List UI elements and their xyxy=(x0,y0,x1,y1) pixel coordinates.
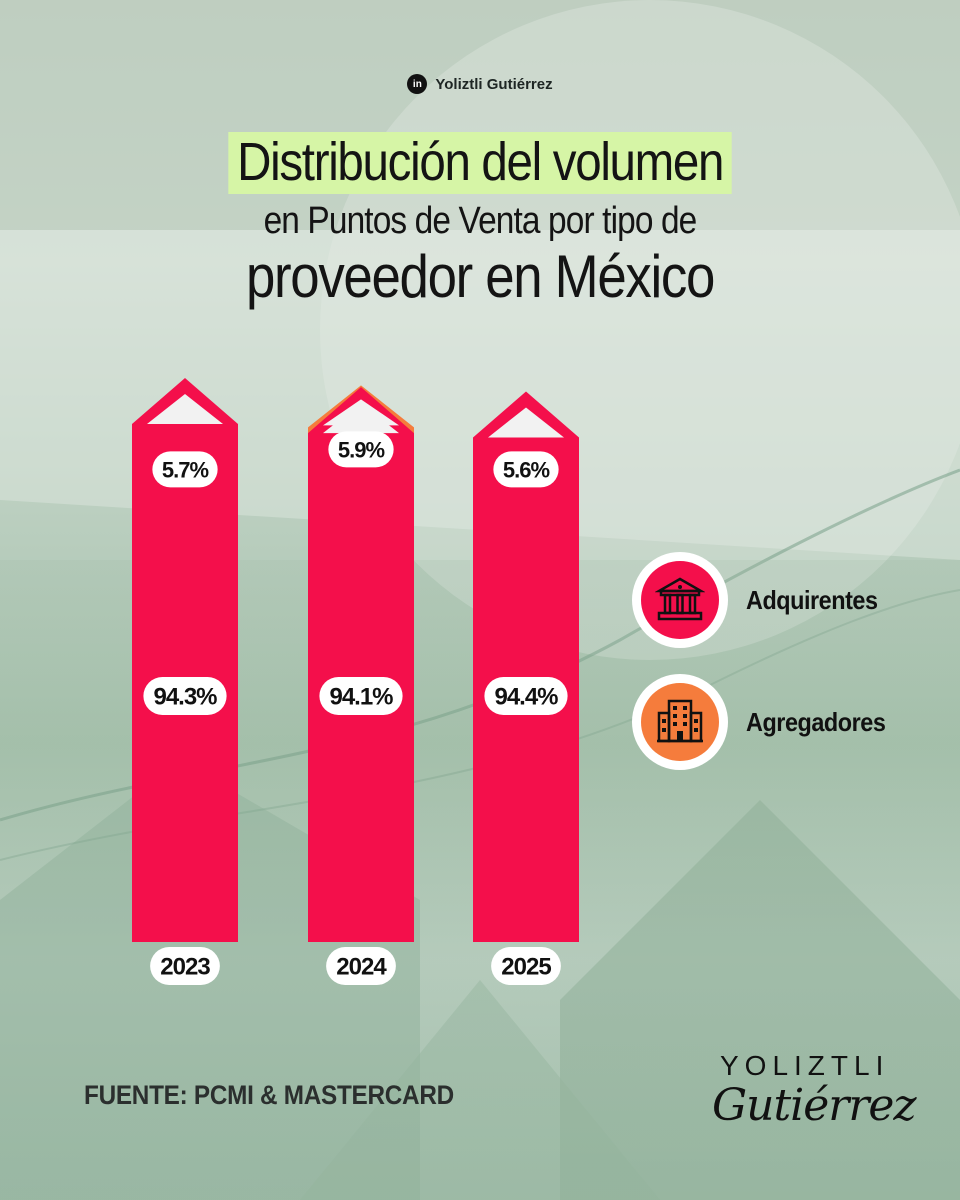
bank-building-icon xyxy=(655,577,705,621)
x-tick-label-2024-bg xyxy=(326,947,396,985)
legend-label-adquirentes: Adquirentes xyxy=(746,584,878,615)
data-label-adquirentes-2023: 94.3% xyxy=(153,684,217,711)
data-label-agregadores-2023-bg xyxy=(152,451,218,488)
data-label-agregadores-2024: 5.9% xyxy=(338,437,385,462)
legend-item-agregadores: Agregadores xyxy=(632,674,901,770)
legend-item-adquirentes: Adquirentes xyxy=(632,552,892,648)
bar-adquirentes-2023 xyxy=(132,378,238,942)
office-building-icon xyxy=(657,699,703,743)
x-tick-label-2025-bg xyxy=(491,947,561,985)
bar-adquirentes-2025 xyxy=(473,391,579,942)
arrow-accent-2025 xyxy=(488,407,564,438)
data-label-agregadores-2024-bg xyxy=(328,431,394,468)
data-label-adquirentes-2025: 94.4% xyxy=(494,684,558,711)
arrow-accent-top-2024 xyxy=(323,399,399,426)
legend-circle xyxy=(632,674,728,770)
x-tick-label-2023: 2023 xyxy=(160,954,210,981)
legend-swatch-adquirentes xyxy=(641,561,719,639)
arrow-accent-2023 xyxy=(147,394,223,425)
chart-title: Distribución del volumen en Puntos de Ve… xyxy=(0,132,960,310)
data-label-agregadores-2023: 5.7% xyxy=(162,457,209,482)
legend-circle xyxy=(632,552,728,648)
x-tick-label-2025: 2025 xyxy=(501,954,551,981)
x-tick-label-2024: 2024 xyxy=(336,954,387,981)
signature-logo: YOLIZTLI Gutiérrez xyxy=(712,1050,917,1150)
signature-top: YOLIZTLI xyxy=(720,1050,890,1081)
data-label-adquirentes-2023-bg xyxy=(143,677,227,715)
legend-label-agregadores: Agregadores xyxy=(746,706,886,737)
title-line-2: en Puntos de Venta por tipo de xyxy=(263,200,698,242)
title-line-1: Distribución del volumen xyxy=(228,132,732,194)
author-name: Yoliztli Gutiérrez xyxy=(435,75,553,93)
linkedin-icon: in xyxy=(407,74,428,94)
signature-bottom: Gutiérrez xyxy=(712,1080,917,1131)
author-byline: in Yoliztli Gutiérrez xyxy=(0,74,960,94)
source-note: FUENTE: PCMI & MASTERCARD xyxy=(84,1080,454,1110)
bar-adquirentes-2024 xyxy=(308,387,414,943)
data-label-adquirentes-2024-bg xyxy=(319,677,403,715)
data-label-adquirentes-2024: 94.1% xyxy=(329,684,393,711)
data-label-agregadores-2025: 5.6% xyxy=(503,457,550,482)
title-line-3: proveedor en México xyxy=(246,243,715,310)
x-tick-label-2023-bg xyxy=(150,947,220,985)
data-label-agregadores-2025-bg xyxy=(493,451,559,488)
data-label-adquirentes-2025-bg xyxy=(484,677,568,715)
legend-swatch-agregadores xyxy=(641,683,719,761)
